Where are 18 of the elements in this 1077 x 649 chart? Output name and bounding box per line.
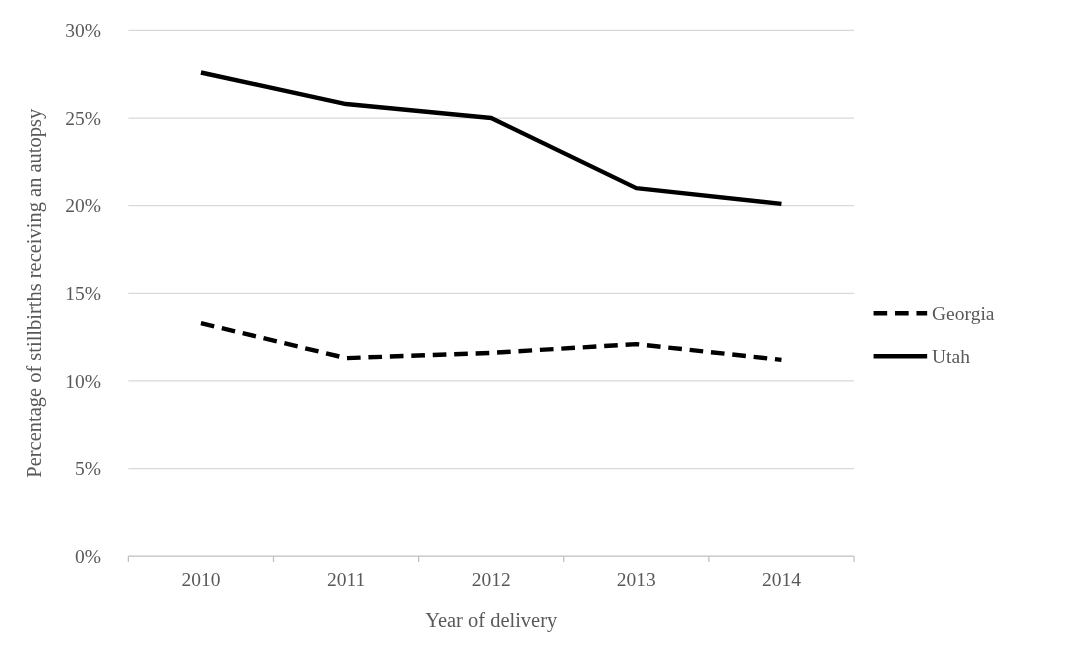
y-tick-label: 30%: [65, 20, 102, 42]
line-series: [198, 70, 784, 207]
y-tick-label: 20%: [65, 195, 102, 217]
y-tick-label: 10%: [65, 370, 102, 392]
x-tick-label: 2011: [326, 569, 366, 591]
x-tick-label: 2012: [471, 569, 511, 591]
x-tick-label: 2014: [761, 569, 802, 591]
x-tick-label: 2013: [616, 569, 656, 591]
y-tick-label: 5%: [75, 458, 102, 480]
y-axis-title: Percentage of stillbirths receiving an autopsy: [22, 108, 46, 478]
legend-label: Utah: [932, 346, 971, 368]
y-tick-label: 25%: [65, 107, 102, 129]
y-tick-label: 15%: [65, 283, 102, 305]
y-tick-label: 0%: [75, 545, 102, 567]
x-axis-title: Year of delivery: [425, 609, 558, 633]
legend-label: Georgia: [932, 303, 995, 325]
line-series: [198, 320, 784, 363]
x-tick-label: 2010: [181, 569, 221, 591]
